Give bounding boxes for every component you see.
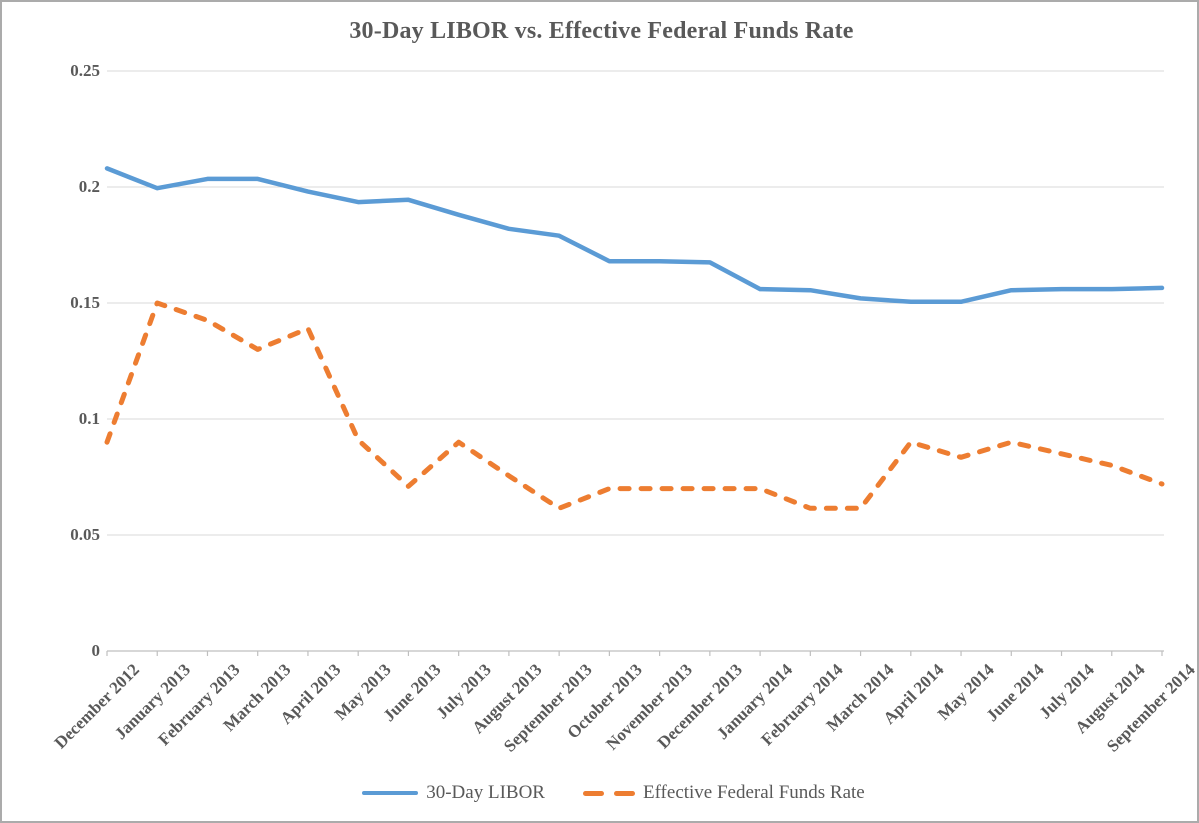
y-tick-label: 0.15 <box>70 293 100 312</box>
effr-dashed-swatch-icon <box>582 790 635 796</box>
series-line-effr <box>104 300 1165 511</box>
y-tick-label: 0 <box>91 641 101 660</box>
y-tick-label: 0.1 <box>78 409 100 428</box>
chart-title: 30-Day LIBOR vs. Effective Federal Funds… <box>349 18 854 44</box>
libor-line-swatch-icon <box>362 791 419 795</box>
legend-label-effr: Effective Federal Funds Rate <box>642 782 865 803</box>
legend-item-libor: 30-Day LIBOR <box>362 782 545 804</box>
y-tick-label: 0.2 <box>78 177 100 196</box>
y-tick-label: 0.05 <box>70 525 100 544</box>
legend-label-libor: 30-Day LIBOR <box>426 782 545 803</box>
series-line-libor <box>104 166 1165 305</box>
y-tick-label: 0.25 <box>70 61 100 80</box>
legend-item-effr: Effective Federal Funds Rate <box>582 782 865 804</box>
legend: 30-Day LIBOR Effective Federal Funds Rat… <box>2 782 1197 804</box>
